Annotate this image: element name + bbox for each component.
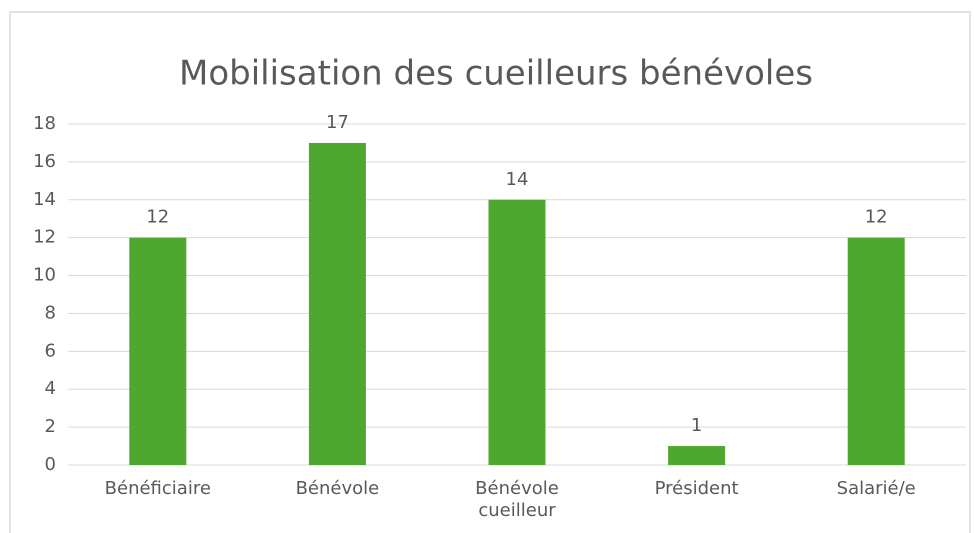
x-tick-label: Bénévole cueilleur	[475, 478, 559, 521]
x-tick-label: Salarié/e	[837, 478, 916, 499]
x-tick-label: Président	[655, 478, 739, 499]
x-tick-label: Bénévole	[296, 478, 380, 499]
data-label: 17	[326, 112, 349, 133]
y-tick-label: 16	[33, 151, 56, 172]
y-tick-label: 14	[33, 189, 56, 210]
y-tick-label: 12	[33, 227, 56, 248]
y-tick-label: 8	[45, 302, 56, 323]
chart-title: Mobilisation des cueilleurs bénévoles	[179, 54, 813, 94]
data-label: 12	[146, 207, 169, 228]
bar	[308, 142, 366, 465]
y-tick-label: 2	[45, 416, 56, 437]
y-tick-label: 10	[33, 265, 56, 286]
bar	[668, 446, 726, 465]
y-tick-label: 4	[45, 378, 56, 399]
y-tick-label: 0	[45, 454, 56, 475]
data-label: 12	[865, 207, 888, 228]
bar	[488, 199, 546, 465]
data-label: 1	[691, 415, 702, 436]
y-tick-label: 6	[45, 340, 56, 361]
data-label: 14	[506, 169, 529, 190]
y-tick-label: 18	[33, 113, 56, 134]
bar	[847, 237, 905, 465]
x-tick-label: Bénéficiaire	[105, 478, 211, 499]
bar	[129, 237, 187, 465]
chart-border	[9, 11, 971, 533]
